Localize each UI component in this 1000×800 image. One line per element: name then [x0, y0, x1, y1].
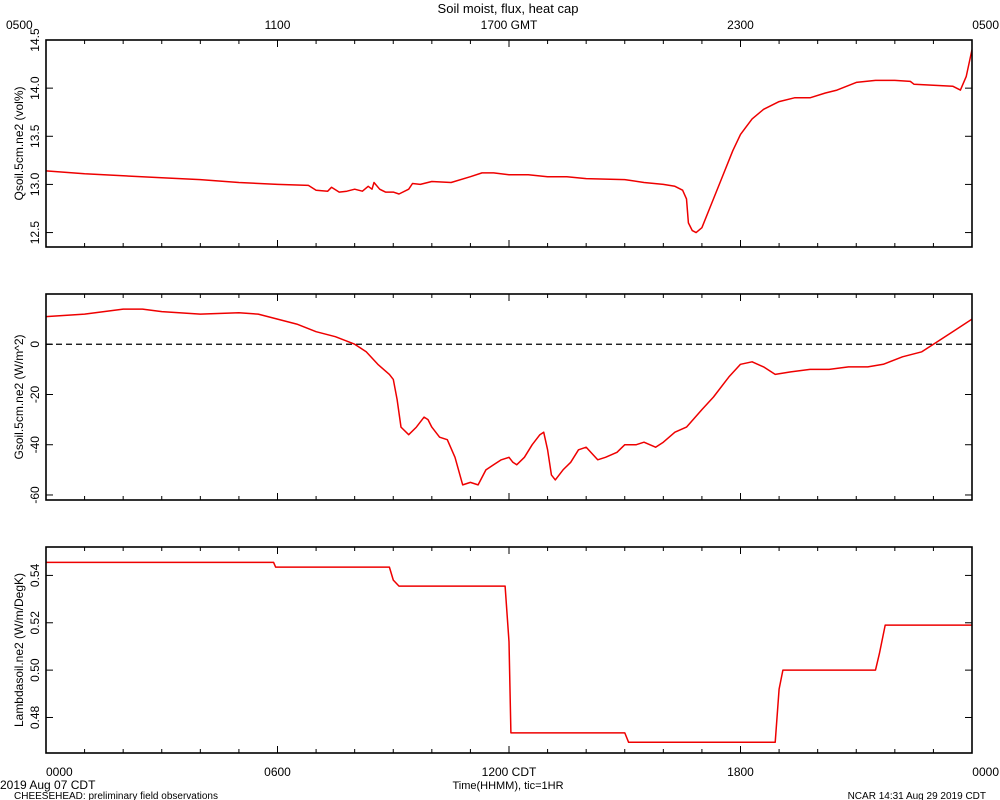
y-tick-label: 0.52	[28, 611, 42, 635]
top-tick-label: 0500	[6, 18, 33, 32]
y-axis-label: Qsoil.5cm.ne2 (vol%)	[12, 86, 26, 200]
top-tick-label: 1700 GMT	[481, 18, 538, 32]
series-line	[46, 308, 972, 486]
top-axis-labels: 0500 1100 1700 GMT 2300 0500	[6, 18, 999, 32]
y-tick-label: -40	[28, 436, 42, 454]
y-tick-label: 0.50	[28, 658, 42, 682]
y-axis-label: Gsoil.5cm.ne2 (W/m^2)	[12, 335, 26, 460]
plot-frame	[45, 546, 973, 754]
y-tick-label: -60	[28, 486, 42, 504]
series-line	[46, 561, 972, 744]
chart-title: Soil moist, flux, heat cap	[438, 1, 579, 16]
y-tick-label: 14.0	[28, 76, 42, 100]
bottom-tick-label: 0000	[46, 765, 73, 779]
y-tick-label: 13.5	[28, 124, 42, 148]
plot-frame	[45, 293, 973, 501]
soil-moisture-panel: 12.5 13.0 13.5 14.0 14.5 Qsoil.5cm.ne2 (vol%)	[12, 28, 973, 248]
series-line	[46, 49, 972, 234]
footer-date: 2019 Aug 07 CDT	[0, 778, 96, 792]
top-tick-label: 2300	[727, 18, 754, 32]
bottom-tick-label: 0600	[264, 765, 291, 779]
plot-frame	[45, 39, 973, 248]
y-axis-label: Lambdasoil.ne2 (W/m/DegK)	[12, 573, 26, 727]
top-tick-label: 1100	[265, 18, 291, 32]
y-tick-label: 12.5	[28, 221, 42, 245]
y-tick-label: 13.0	[28, 172, 42, 196]
y-tick-label: 0.54	[28, 563, 42, 587]
y-tick-label: -20	[28, 385, 42, 403]
footer-project: CHEESEHEAD: preliminary field observatio…	[14, 791, 218, 800]
bottom-tick-label: 1800	[727, 765, 754, 779]
x-axis-label: Time(HHMM), tic=1HR	[452, 780, 563, 792]
y-tick-label: 14.5	[28, 28, 42, 52]
bottom-tick-label: 0000	[972, 765, 999, 779]
y-tick-label: 0	[28, 341, 42, 348]
footer-credit: NCAR 14:31 Aug 29 2019 CDT	[848, 791, 986, 800]
top-tick-label: 0500	[972, 18, 999, 32]
y-tick-label: 0.48	[28, 705, 42, 729]
bottom-axis-labels: 0000 0600 1200 CDT 1800 0000	[46, 765, 999, 779]
bottom-tick-label: 1200 CDT	[482, 765, 537, 779]
